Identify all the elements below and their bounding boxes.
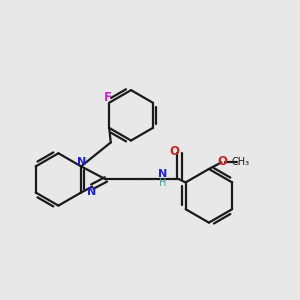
Text: F: F [103,91,112,104]
Text: O: O [169,145,179,158]
Text: N: N [77,157,86,167]
Text: N: N [87,187,96,197]
Text: N: N [158,169,168,179]
Text: O: O [217,155,227,168]
Text: H: H [159,178,167,188]
Text: CH₃: CH₃ [232,157,250,167]
